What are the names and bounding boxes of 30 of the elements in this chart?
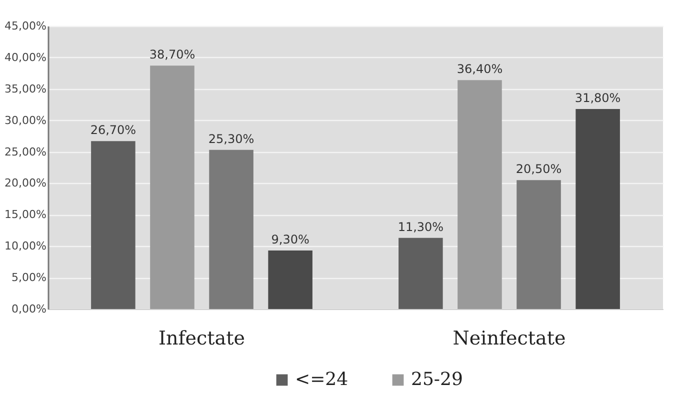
data-label: 31,80% xyxy=(574,91,621,106)
y-tick-label: 0,00% xyxy=(12,302,46,316)
x-tick-label: Infectate xyxy=(158,328,246,350)
bar xyxy=(576,109,620,309)
y-tick-label: 15,00% xyxy=(4,208,46,222)
y-tick-label: 40,00% xyxy=(4,50,46,64)
bar xyxy=(268,250,312,309)
bar xyxy=(398,238,443,309)
data-label: 11,30% xyxy=(398,220,444,234)
x-tick-label: Neinfectate xyxy=(452,328,566,350)
bar xyxy=(209,150,254,309)
y-tick-label: 20,00% xyxy=(4,176,46,190)
y-tick-label: 35,00% xyxy=(4,82,46,96)
data-label: 25,30% xyxy=(208,132,254,146)
legend-label: <=24 xyxy=(295,369,348,390)
data-label: 38,70% xyxy=(149,48,196,62)
y-tick-label: 30,00% xyxy=(4,114,46,127)
bar xyxy=(516,180,561,309)
y-tick-label: 10,00% xyxy=(4,240,46,253)
legend-label: 25-29 xyxy=(411,369,463,390)
y-tick-label: 45,00% xyxy=(4,20,46,32)
y-tick-label: 5,00% xyxy=(12,271,46,284)
data-label: 9,30% xyxy=(271,232,310,247)
bar xyxy=(91,141,136,309)
y-tick-label: 25,00% xyxy=(4,145,46,158)
data-label: 26,70% xyxy=(90,123,136,138)
data-label: 36,40% xyxy=(456,62,503,76)
bar xyxy=(150,66,194,309)
bar xyxy=(458,80,502,309)
data-label: 20,50% xyxy=(516,162,562,176)
